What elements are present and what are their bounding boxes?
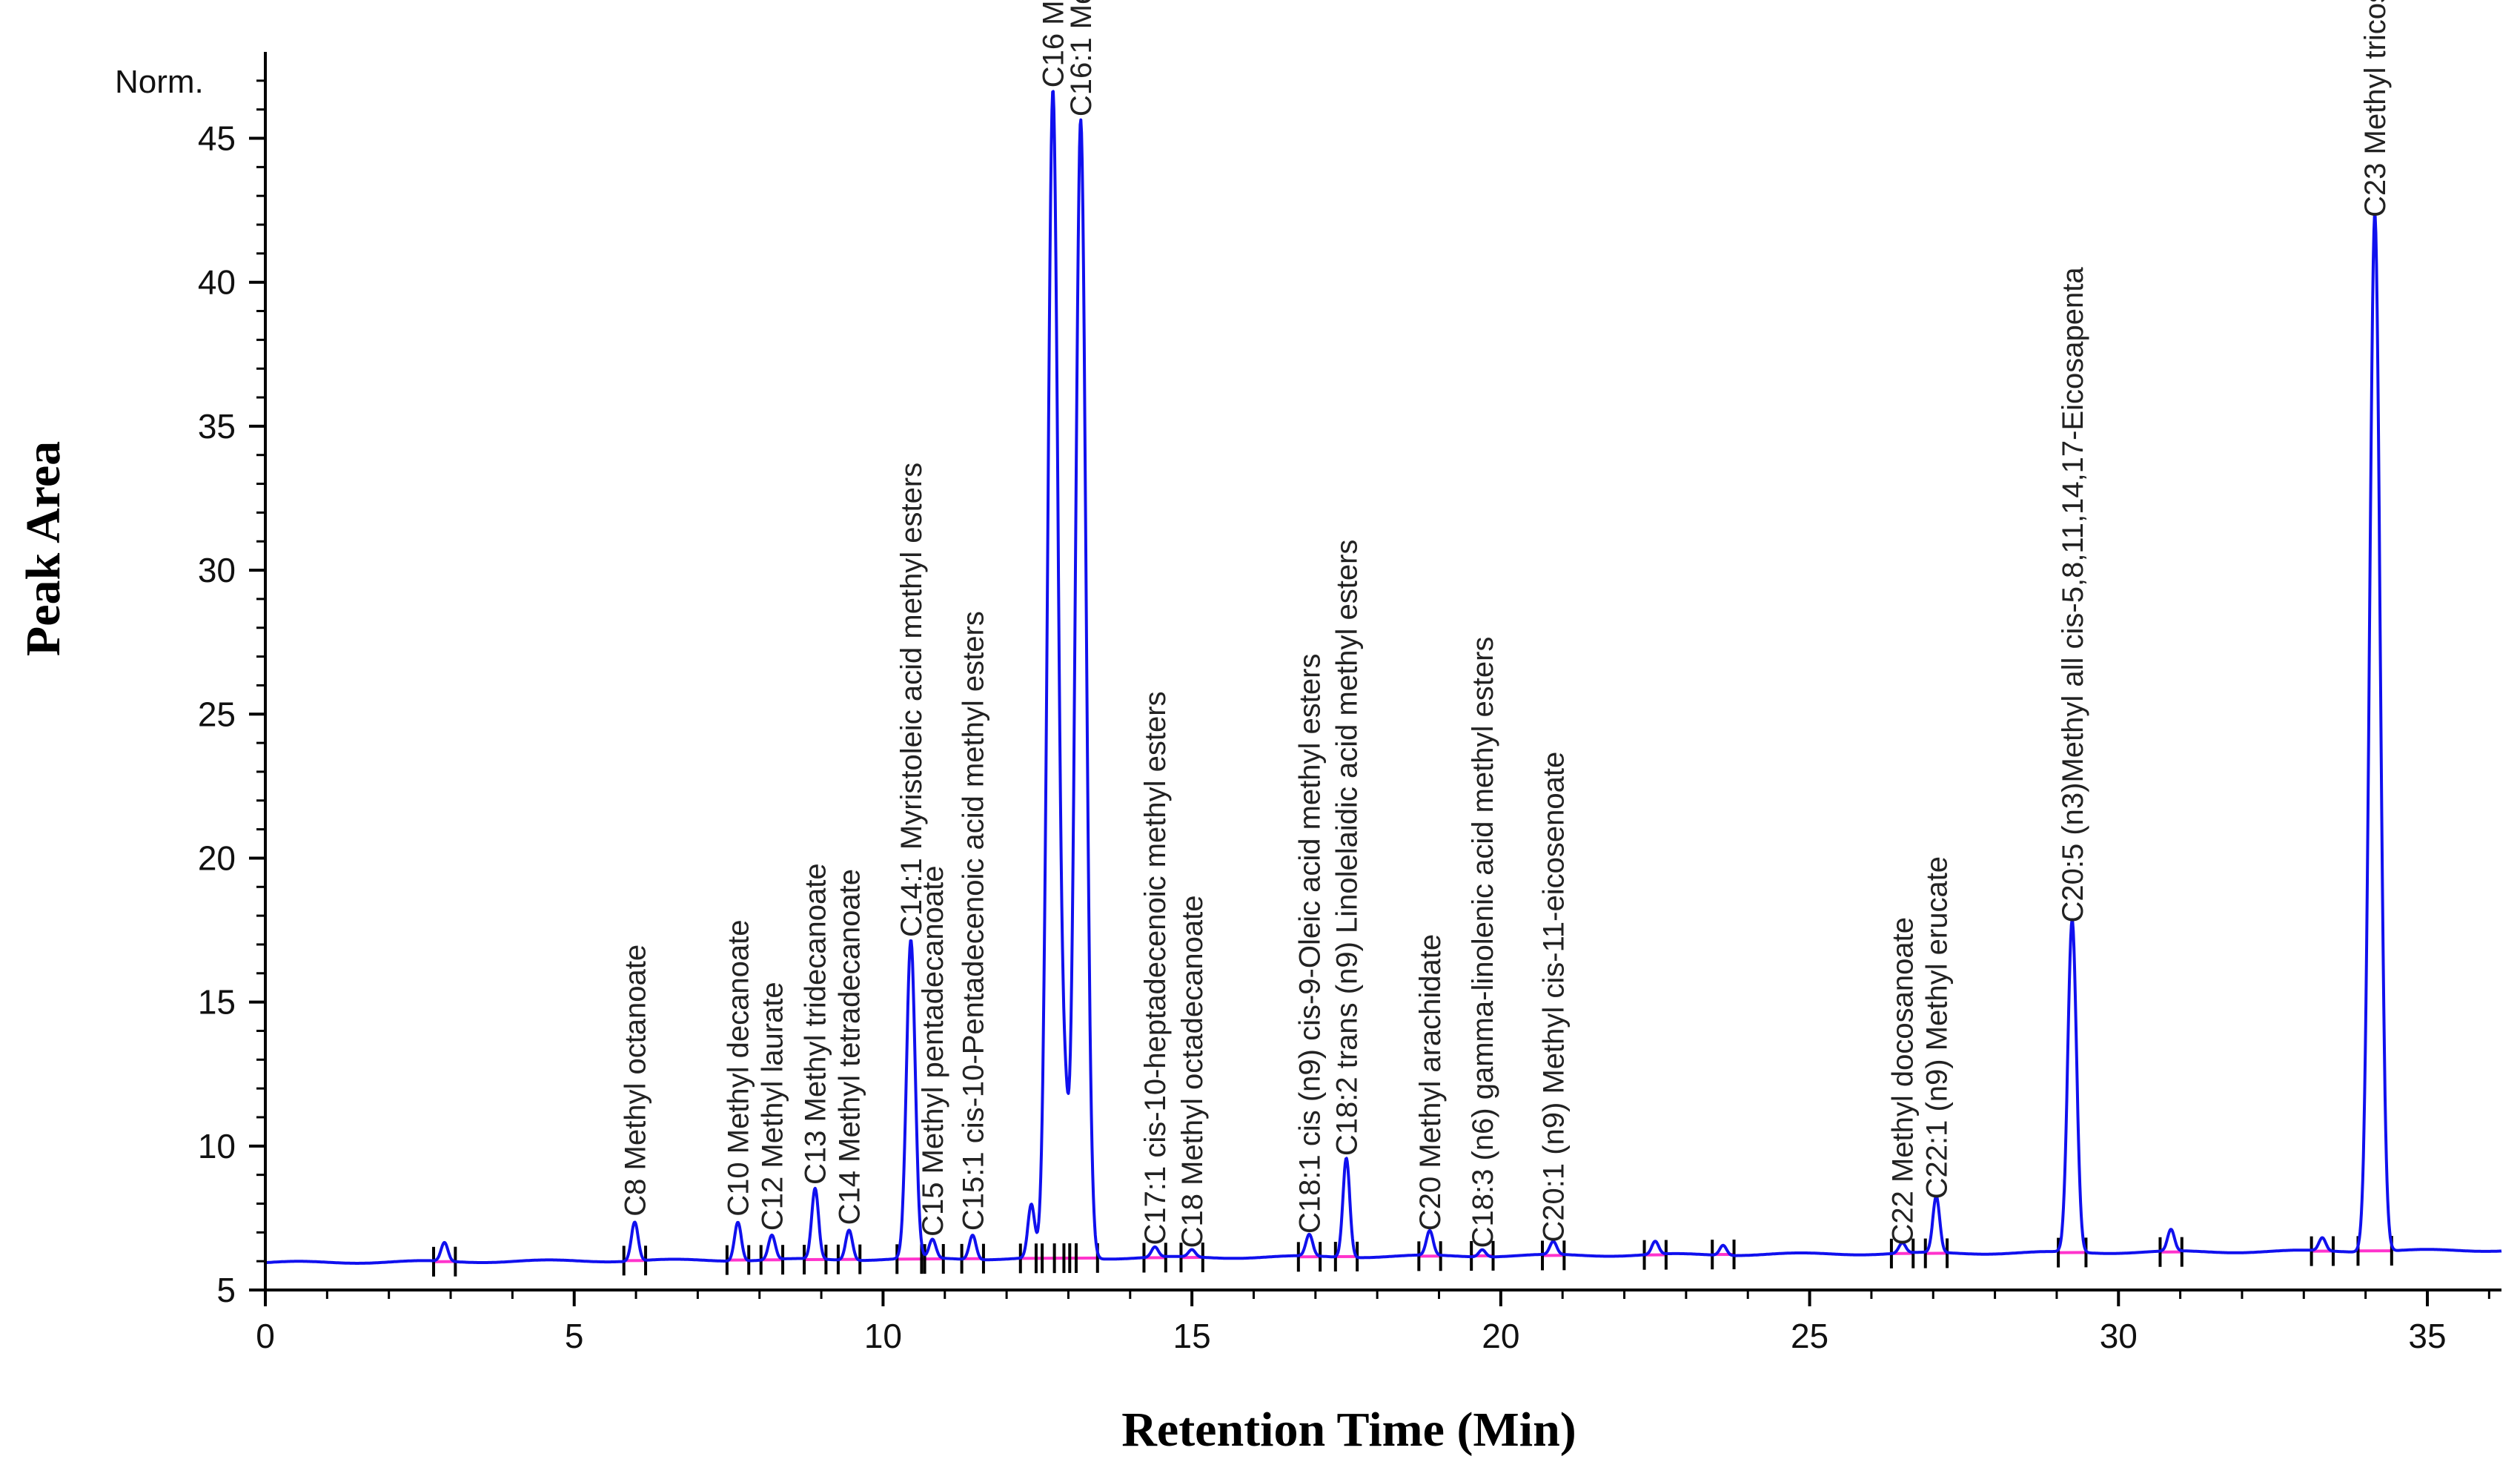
peak-label: C18:2 trans (n9) Linolelaidic acid methy…	[1331, 540, 1364, 1157]
y-tick-label: 20	[198, 838, 236, 877]
x-tick-label: 35	[2408, 1317, 2446, 1355]
peak-label: C17:1 cis-10-heptadecenoic methyl esters	[1139, 691, 1172, 1245]
peak-label: C23 Methyl tricosanoate INTERNAL STANDAR…	[2359, 0, 2392, 217]
peak-label: C18:3 (n6) gamma-linolenic acid methyl e…	[1467, 637, 1499, 1248]
x-tick-label: 20	[1482, 1317, 1519, 1355]
baseline-integration	[434, 1249, 2391, 1263]
peak-label: C20:5 (n3)Methyl all cis-5,8,11,14,17-Ei…	[2057, 267, 2089, 923]
x-tick-label: 25	[1791, 1317, 1828, 1355]
peak-label: C14:1 Myristoleic acid methyl esters	[895, 463, 928, 937]
x-tick-label: 0	[256, 1317, 275, 1355]
y-tick-label: 5	[216, 1271, 236, 1309]
peak-label: C16 Methyl palmitate	[1038, 0, 1070, 87]
peak-label: C14 Methyl tetradecanoate	[834, 869, 866, 1225]
peak-label: C8 Methyl octanoate	[619, 945, 651, 1217]
y-tick-label: 45	[198, 119, 236, 158]
y-unit-label: Norm.	[115, 64, 204, 100]
chromatogram-line	[264, 90, 2503, 1265]
x-tick-label: 5	[565, 1317, 584, 1355]
chromatogram-trace	[264, 90, 2503, 1265]
peak-label: C16:1 Methyl palmitolate	[1065, 0, 1098, 116]
peak-label: C12 Methyl laurate	[756, 982, 789, 1231]
peak-label: C20:1 (n9) Methyl cis-11-eicosenoate	[1538, 752, 1571, 1243]
peak-label: C18 Methyl octadecanoate	[1176, 896, 1209, 1248]
x-tick-label: 15	[1173, 1317, 1211, 1355]
peak-label: C15:1 cis-10-Pentadecenoic acid methyl e…	[957, 611, 989, 1231]
y-tick-label: 10	[198, 1127, 236, 1165]
peak-label: C22 Methyl docosanoate	[1887, 917, 1920, 1246]
y-tick-label: 25	[198, 695, 236, 733]
peak-labels: C8 Methyl octanoate C10 Methyl decanoate C…	[619, 0, 2392, 1248]
peak-label: C10 Methyl decanoate	[723, 919, 755, 1216]
y-axis-title: Peak Area	[16, 441, 70, 656]
x-tick-label: 30	[2100, 1317, 2138, 1355]
y-tick-label: 30	[198, 551, 236, 589]
peak-label: C13 Methyl tridecanoate	[800, 863, 832, 1185]
x-axis-title: Retention Time (Min)	[1121, 1403, 1576, 1457]
y-tick-label: 40	[198, 263, 236, 302]
y-tick-label: 35	[198, 407, 236, 446]
y-tick-label: 15	[198, 983, 236, 1022]
peak-label: C22:1 (n9) Methyl erucate	[1920, 856, 1953, 1199]
peak-label: C20 Methyl arachidate	[1414, 934, 1447, 1231]
peak-label: C18:1 cis (n9) cis-9-Oleic acid methyl e…	[1293, 654, 1326, 1234]
peak-label: C15 Methyl pentadecanoate	[917, 866, 949, 1237]
x-tick-label: 10	[864, 1317, 902, 1355]
